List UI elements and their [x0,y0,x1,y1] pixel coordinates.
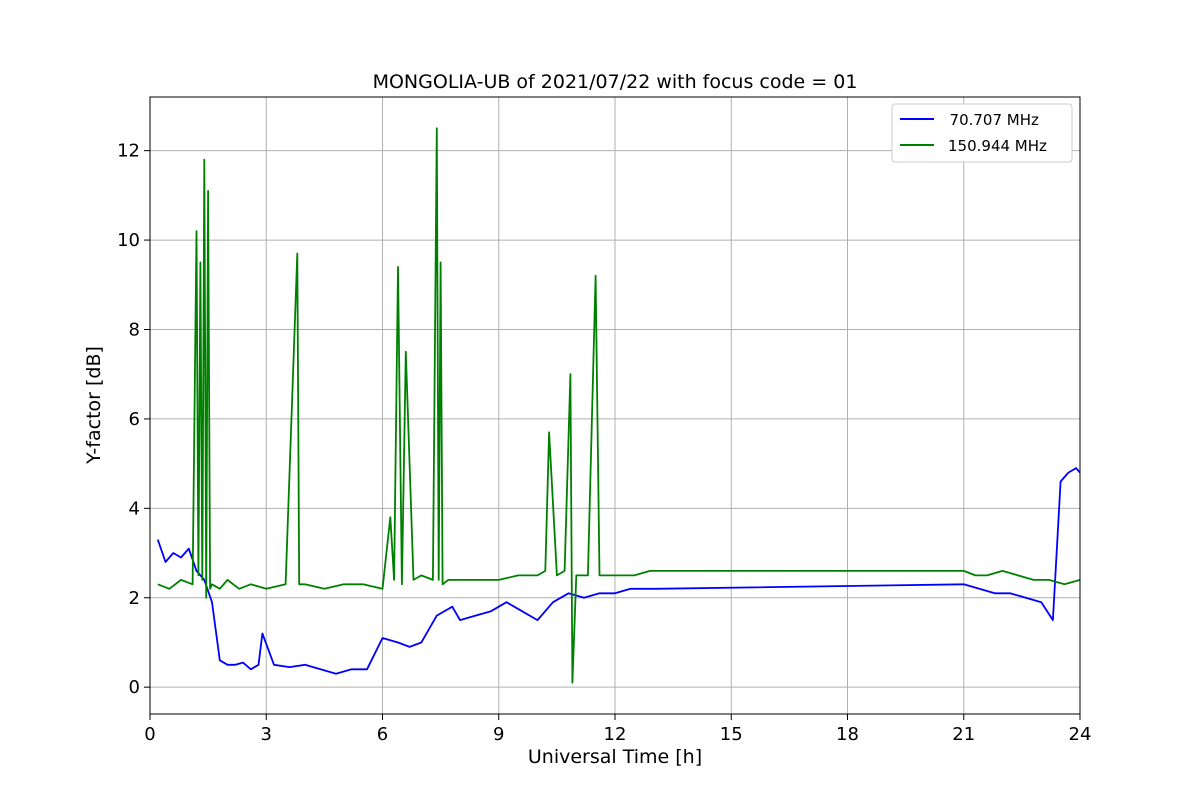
grid [149,97,1081,714]
series-layer [156,127,1081,684]
series-line-2 [157,127,1081,684]
x-tick-label: 9 [493,724,504,745]
legend-label-2: 150.944 MHz [948,137,1047,155]
y-tick-label: 10 [117,230,140,251]
chart-title: MONGOLIA-UB of 2021/07/22 with focus cod… [373,71,858,93]
legend-box [891,103,1073,163]
x-tick-label: 6 [377,724,388,745]
y-axis-label: Y-factor [dB] [83,346,105,465]
x-axis-label: Universal Time [h] [528,746,702,768]
y-tick-label: 0 [129,677,140,698]
y-tick-label: 4 [129,498,140,519]
x-tick-label: 18 [836,724,859,745]
x-tick-label: 12 [604,724,627,745]
legend-label-1: 70.707 MHz [940,111,1039,129]
y-tick-label: 8 [129,319,140,340]
legend: 70.707 MHz 150.944 MHz [891,103,1073,163]
x-tick-label: 15 [720,724,743,745]
x-tick-label: 21 [952,724,975,745]
x-tick-label: 3 [261,724,272,745]
series-line-1 [156,467,1081,675]
x-tick-label: 24 [1069,724,1092,745]
y-tick-label: 12 [117,141,140,162]
y-tick-label: 6 [129,409,140,430]
x-tick-label: 0 [144,724,155,745]
y-tick-label: 2 [129,588,140,609]
